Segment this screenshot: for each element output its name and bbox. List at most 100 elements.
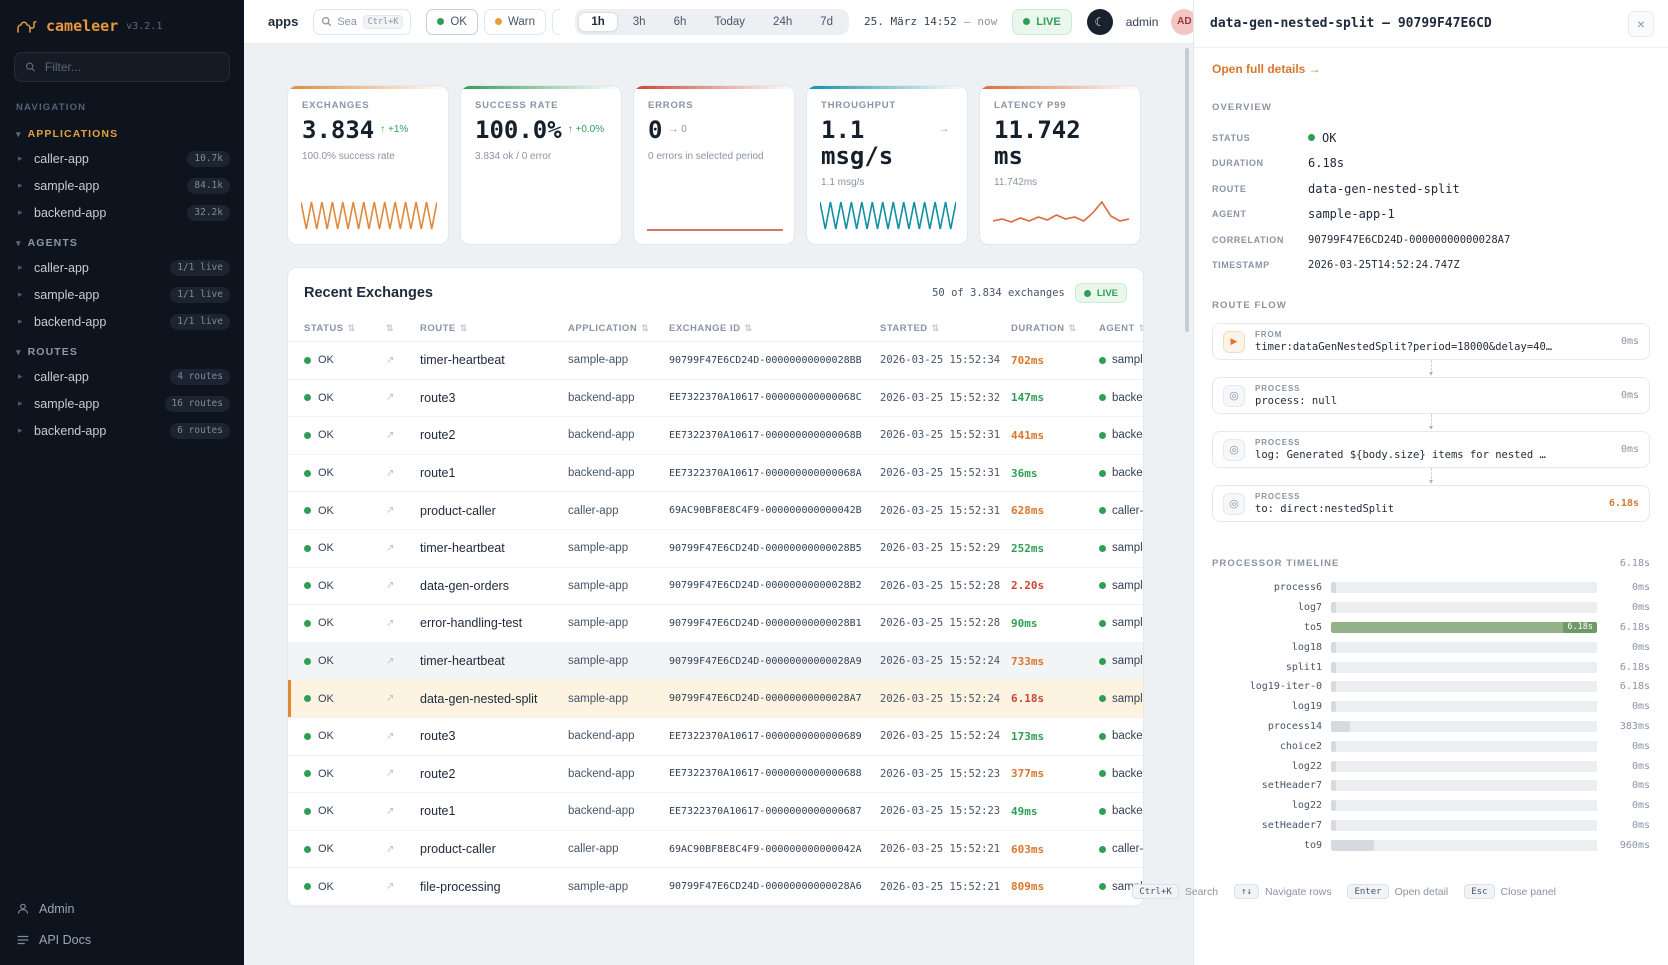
sidebar-item-sample-app[interactable]: ▸ sample-app 84.1k [0, 172, 244, 199]
trace-link-icon[interactable]: ↗ [386, 693, 395, 705]
column-header-route[interactable]: ROUTE ⇅ [420, 323, 568, 334]
trace-link-icon[interactable]: ↗ [386, 768, 395, 780]
timeline-row[interactable]: to9 960ms [1212, 835, 1650, 855]
trace-link-icon[interactable]: ↗ [386, 843, 395, 855]
nav-section-header[interactable]: ▾ APPLICATIONS [0, 117, 244, 145]
timeline-row[interactable]: log22 0ms [1212, 796, 1650, 816]
table-row[interactable]: OK ↗ timer-heartbeat sample-app 90799F47E6CD… [288, 642, 1143, 681]
filter-chip-warn[interactable]: Warn [483, 8, 547, 35]
flow-step[interactable]: ◎ PROCESS log: Generated ${body.size} item… [1212, 431, 1650, 468]
table-row[interactable]: OK ↗ route1 backend-app EE7322370A10617-0000… [288, 793, 1143, 831]
sidebar-item-caller-app[interactable]: ▸ caller-app 4 routes [0, 363, 244, 390]
trace-link-icon[interactable]: ↗ [386, 429, 395, 441]
table-row[interactable]: OK ↗ route1 backend-app EE7322370A10617-0000… [288, 455, 1143, 493]
sidebar-item-backend-app[interactable]: ▸ backend-app 32.2k [0, 199, 244, 226]
sidebar-item-backend-app[interactable]: ▸ backend-app 6 routes [0, 417, 244, 444]
processor-timeline-section: PROCESSOR TIMELINE 6.18s process6 0ms log7… [1212, 558, 1650, 855]
sidebar-item-caller-app[interactable]: ▸ caller-app 10.7k [0, 145, 244, 172]
sidebar-item-backend-app[interactable]: ▸ backend-app 1/1 live [0, 308, 244, 335]
trace-link-icon[interactable]: ↗ [386, 881, 395, 893]
table-row[interactable]: OK ↗ route3 backend-app EE7322370A10617-0000… [288, 380, 1143, 418]
live-badge[interactable]: LIVE [1012, 8, 1072, 35]
filter-chip-ok[interactable]: OK [426, 8, 478, 35]
table-row[interactable]: OK ↗ file-processing sample-app 90799F47E6CD… [288, 868, 1143, 906]
trace-link-icon[interactable]: ↗ [386, 617, 395, 629]
sidebar-footer-api-docs[interactable]: API Docs [16, 924, 228, 955]
trace-link-icon[interactable]: ↗ [386, 354, 395, 366]
range-7d[interactable]: 7d [807, 12, 846, 32]
table-row[interactable]: OK ↗ route3 backend-app EE7322370A10617-0000… [288, 718, 1143, 756]
trace-link-icon[interactable]: ↗ [386, 505, 395, 517]
timeline-row[interactable]: log19 0ms [1212, 697, 1650, 717]
nav-section-header[interactable]: ▾ ROUTES [0, 335, 244, 363]
table-row[interactable]: OK ↗ route2 backend-app EE7322370A10617-0000… [288, 756, 1143, 794]
timeline-row[interactable]: log18 0ms [1212, 637, 1650, 657]
search-input[interactable]: Sea… Ctrl+K [313, 8, 412, 35]
trace-link-icon[interactable]: ↗ [386, 467, 395, 479]
timeline-row[interactable]: log7 0ms [1212, 598, 1650, 618]
timeline-row[interactable]: process6 0ms [1212, 578, 1650, 598]
overview-value: sample-app-1 [1308, 207, 1395, 221]
sparkline [301, 201, 437, 230]
flow-step[interactable]: ◎ PROCESS process: null 0ms [1212, 377, 1650, 414]
table-row[interactable]: OK ↗ error-handling-test sample-app 90799F47… [288, 605, 1143, 643]
filter-chip-e[interactable]: E [552, 8, 561, 35]
brand-logo[interactable]: cameleer v3.2.1 [0, 0, 244, 50]
timeline-row[interactable]: to5 6.18s 6.18s [1212, 618, 1650, 638]
column-header-exchange-id[interactable]: EXCHANGE ID ⇅ [669, 323, 880, 334]
open-full-details-link[interactable]: Open full details → [1212, 62, 1321, 76]
sidebar-item-caller-app[interactable]: ▸ caller-app 1/1 live [0, 254, 244, 281]
sidebar-item-sample-app[interactable]: ▸ sample-app 16 routes [0, 390, 244, 417]
flow-step[interactable]: ▶ FROM timer:dataGenNestedSplit?period=180… [1212, 323, 1650, 360]
sidebar-filter-input[interactable] [42, 59, 219, 75]
table-row[interactable]: OK ↗ route2 backend-app EE7322370A10617-0000… [288, 417, 1143, 455]
trace-link-icon[interactable]: ↗ [386, 805, 395, 817]
trace-link-icon[interactable]: ↗ [386, 392, 395, 404]
trace-link-icon[interactable]: ↗ [386, 730, 395, 742]
stat-subtext: 100.0% success rate [302, 150, 395, 162]
timeline-row[interactable]: log19-iter-0 6.18s [1212, 677, 1650, 697]
table-row[interactable]: OK ↗ timer-heartbeat sample-app 90799F47E6CD… [288, 530, 1143, 568]
column-header-status[interactable]: STATUS ⇅ [304, 323, 386, 334]
range-today[interactable]: Today [701, 12, 758, 32]
column-header-application[interactable]: APPLICATION ⇅ [568, 323, 669, 334]
table-row[interactable]: OK ↗ product-caller caller-app 69AC90BF8E8C4… [288, 492, 1143, 530]
table-row[interactable]: OK ↗ timer-heartbeat sample-app 90799F47E6CD… [288, 342, 1143, 380]
keyboard-hint: ↑↓ Navigate rows [1234, 884, 1331, 899]
status-label: OK [318, 880, 334, 893]
trace-link-icon[interactable]: ↗ [386, 580, 395, 592]
timeline-row[interactable]: log22 0ms [1212, 756, 1650, 776]
trace-link-icon[interactable]: ↗ [386, 542, 395, 554]
nav-section-header[interactable]: ▾ AGENTS [0, 226, 244, 254]
table-row[interactable]: OK ↗ product-caller caller-app 69AC90BF8E8C4… [288, 831, 1143, 869]
sidebar-item-sample-app[interactable]: ▸ sample-app 1/1 live [0, 281, 244, 308]
range-3h[interactable]: 3h [620, 12, 659, 32]
sidebar-footer-admin[interactable]: Admin [16, 893, 228, 924]
vertical-scrollbar[interactable] [1185, 48, 1189, 332]
nav-item-badge: 1/1 live [170, 313, 230, 330]
trace-link-icon[interactable]: ↗ [386, 655, 395, 667]
timeline-row[interactable]: setHeader7 0ms [1212, 776, 1650, 796]
timeline-row[interactable]: split1 6.18s [1212, 657, 1650, 677]
timeline-row[interactable]: process14 383ms [1212, 717, 1650, 737]
date-range-display[interactable]: 25. März 14:52 — now [864, 15, 997, 28]
range-1h[interactable]: 1h [578, 11, 618, 32]
flow-step[interactable]: ◎ PROCESS to: direct:nestedSplit 6.18s [1212, 485, 1650, 522]
dark-mode-toggle[interactable]: ☾ [1086, 8, 1113, 35]
column-header-started[interactable]: STARTED ⇅ [880, 323, 1011, 334]
close-panel-button[interactable]: × [1628, 10, 1654, 37]
duration-cell: 809ms [1011, 880, 1045, 894]
timeline-row[interactable]: setHeader7 0ms [1212, 816, 1650, 836]
column-header-trace[interactable]: ⇅ [386, 323, 420, 334]
column-header-duration[interactable]: DURATION ⇅ [1011, 323, 1099, 334]
route-cell: data-gen-nested-split [420, 691, 538, 706]
range-6h[interactable]: 6h [661, 12, 700, 32]
column-header-agent[interactable]: AGENT ⇅ [1099, 323, 1143, 334]
range-24h[interactable]: 24h [760, 12, 805, 32]
sidebar-filter[interactable] [14, 52, 230, 82]
timeline-bar-fill [1331, 720, 1350, 732]
table-row[interactable]: OK ↗ data-gen-orders sample-app 90799F47E6CD… [288, 568, 1143, 606]
table-row[interactable]: OK ↗ data-gen-nested-split sample-app 90799F… [288, 680, 1143, 718]
timeline-row[interactable]: choice2 0ms [1212, 736, 1650, 756]
exchange-id-cell: EE7322370A10617-000000000000068B [669, 429, 862, 441]
